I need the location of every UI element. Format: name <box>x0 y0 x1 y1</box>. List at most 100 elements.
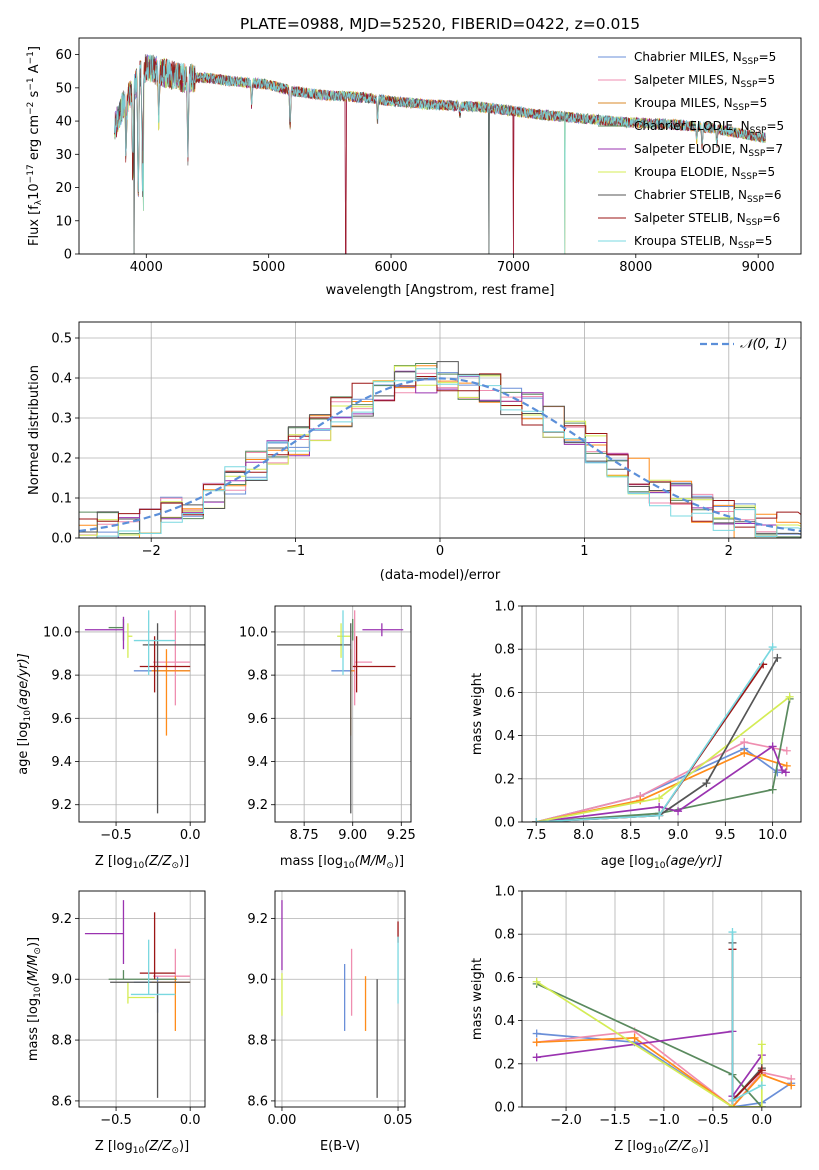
y-tick-label: 60 <box>55 48 72 63</box>
marker-kroupa_stelib <box>728 1096 737 1105</box>
plot-area <box>281 900 399 1098</box>
x-tick-label: 0.00 <box>267 1113 296 1128</box>
x-tick-label: 7000 <box>497 260 530 275</box>
legend-entry: Kroupa STELIB, NSSP=5 <box>634 234 772 251</box>
axis-label-part: 10 <box>133 861 145 871</box>
axis-label-part: =5 <box>766 119 784 133</box>
y-tick-label: 0.4 <box>494 729 515 744</box>
axis-label-part: −2 <box>26 102 36 115</box>
axis-label-part: (age/yr)] <box>16 653 31 710</box>
axis-label-part: ⊙ <box>171 861 179 871</box>
x-tick-label: 2 <box>725 544 733 559</box>
axis-label-part: SSP <box>741 80 758 90</box>
mass-weight-line-chabrier_stelib <box>536 657 779 822</box>
x-tick-label: 9.0 <box>668 828 689 843</box>
axis-label-part: Chabrier STELIB, N <box>634 188 747 202</box>
marker-salpeter_elodie <box>532 1053 541 1062</box>
axes-frame <box>78 37 802 255</box>
axes-frame <box>274 605 412 823</box>
x-tick-label: 0.0 <box>751 1113 772 1128</box>
axis-label-part: Chabrier MILES, N <box>634 50 742 64</box>
axis-label-part: −17 <box>26 164 36 183</box>
axis-label-part: age [log <box>601 854 654 869</box>
axis-label-part: −1 <box>26 77 36 90</box>
y-tick-label: 50 <box>55 81 72 96</box>
axis-label-part: 10 <box>33 986 43 998</box>
axis-label-part: (Z/Z <box>144 854 172 869</box>
y-tick-label: 9.2 <box>51 798 72 813</box>
mass-weight-vs-age-panel: 7.5 8.0 8.5 9.0 9.5 10.0 0.0 0.2 0.4 0.6 0.8 1.0 age… <box>470 600 802 871</box>
axis-label-part: =5 <box>755 234 773 248</box>
marker-kroupa_stelib <box>532 818 541 822</box>
y-tick-label: 40 <box>55 115 72 130</box>
figure-title: PLATE=0988, MJD=52520, FIBERID=0422, z=0… <box>240 15 640 33</box>
marker-salpeter_stelib <box>757 1066 766 1075</box>
axis-label-part: mass [log <box>26 998 41 1061</box>
marker-salpeter_miles <box>740 738 749 747</box>
axis-label-part: SSP <box>746 218 763 228</box>
marker-kroupa_stelib <box>655 811 664 820</box>
axis-label-part: SSP <box>741 172 758 182</box>
axis-label-part: =6 <box>764 188 782 202</box>
normal-reference-curve <box>79 377 801 533</box>
axis-label-part: A <box>27 64 42 77</box>
y-tick-label: 0.0 <box>494 1101 515 1116</box>
age-vs-mass-panel: 8.75 9.00 9.25 9.2 9.4 9.6 9.8 10.0 mass [log10(… <box>239 605 416 871</box>
axes-frame <box>78 321 802 539</box>
axis-label-part: wavelength [Angstrom, rest frame] <box>326 283 555 298</box>
axis-label-part: λ <box>34 199 44 205</box>
y-tick-label: 30 <box>55 148 72 163</box>
plot-area <box>532 928 796 1107</box>
y-tick-label: 0.4 <box>51 372 72 387</box>
x-axis-label: wavelength [Angstrom, rest frame] <box>326 283 555 298</box>
y-tick-label: 9.6 <box>247 712 268 727</box>
y-tick-label: 9.2 <box>247 798 268 813</box>
axis-label-part: E(B-V) <box>320 1139 360 1154</box>
y-tick-label: 8.8 <box>247 1034 268 1049</box>
axis-label-part: Flux [f <box>27 205 42 246</box>
marker-kroupa_elodie <box>757 1040 766 1049</box>
axis-label-part: 10 <box>652 1146 664 1156</box>
y-axis-label: mass [log10(M/M⊙)] <box>26 937 43 1061</box>
plot-area <box>532 643 794 822</box>
x-tick-label: 8.75 <box>290 828 319 843</box>
mass-vs-metallicity-panel: −0.5 0.08.68.89.09.2Z [log10(Z/Z⊙)]mass [… <box>26 890 206 1156</box>
y-tick-label: 0.2 <box>494 1057 515 1072</box>
x-tick-label: 8000 <box>619 260 652 275</box>
x-axis-label: E(B-V) <box>320 1139 360 1154</box>
y-axis-label: Normed distribution <box>27 365 42 495</box>
axis-label-part: s <box>27 90 42 101</box>
y-tick-label: 0.1 <box>51 492 72 507</box>
legend-entry: Salpeter ELODIE, NSSP=7 <box>634 142 783 159</box>
axis-label-part: Salpeter STELIB, N <box>634 211 746 225</box>
age-vs-metallicity-panel: −0.5 0.09.29.49.69.810.0Z [log10(Z/Z⊙)]ag… <box>16 605 206 871</box>
axis-label-part: =5 <box>757 73 775 87</box>
legend-entry: Salpeter STELIB, NSSP=6 <box>634 211 780 228</box>
axis-label-part: 10 <box>654 861 666 871</box>
axes-frame <box>274 890 406 1108</box>
marker-kroupa_miles <box>787 1081 796 1090</box>
marker-salpeter_elodie <box>674 807 683 816</box>
mass-weight-line-salpeter_miles <box>536 1030 792 1107</box>
x-axis-label: (data-model)/error <box>380 568 501 583</box>
y-tick-label: 1.0 <box>494 885 515 900</box>
legend-entry: Kroupa MILES, NSSP=5 <box>634 96 767 113</box>
axis-label-part: 10 <box>133 1146 145 1156</box>
y-tick-label: 9.8 <box>247 669 268 684</box>
x-tick-label: −1.0 <box>648 1113 680 1128</box>
axis-label-part: −1 <box>26 51 36 64</box>
mass-vs-extinction-panel: 0.00 0.05 8.6 8.8 9.0 9.2 E(B-V) <box>247 890 413 1154</box>
y-tick-label: 9.6 <box>51 712 72 727</box>
x-tick-label: 8.0 <box>573 828 594 843</box>
marker-chabrier_stelib <box>702 779 711 788</box>
x-tick-label: −1.5 <box>599 1113 631 1128</box>
x-axis-label: Z [log10(Z/Z⊙)] <box>95 1139 189 1156</box>
x-tick-label: −1 <box>286 544 305 559</box>
x-tick-label: 10.0 <box>758 828 787 843</box>
axis-label-part: =6 <box>763 211 781 225</box>
mass-weight-line-kroupa_elodie <box>536 980 763 1107</box>
x-tick-label: 9.25 <box>387 828 416 843</box>
axes-frame <box>78 605 206 823</box>
axis-label-part: (age/yr)] <box>665 854 722 869</box>
axis-label-part: )] <box>179 1139 189 1154</box>
